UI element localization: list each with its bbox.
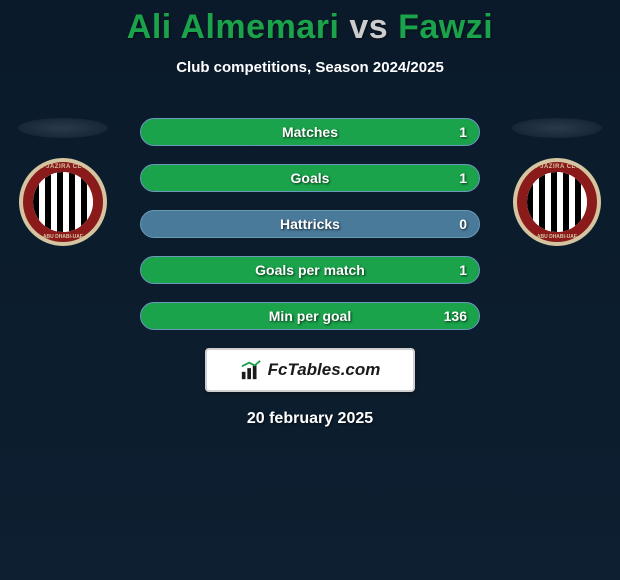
player1-name: Ali Almemari <box>127 8 340 46</box>
stat-value: 0 <box>459 216 467 232</box>
comparison-card: Ali Almemari vs Fawzi Club competitions,… <box>0 0 620 580</box>
left-player-col: AL-JAZIRA CLUB ABU DHABI-UAE <box>8 118 118 246</box>
stat-value: 1 <box>459 262 467 278</box>
right-player-col: AL-JAZIRA CLUB ABU DHABI-UAE <box>502 118 612 246</box>
player2-silhouette <box>512 118 602 138</box>
player2-club-badge: AL-JAZIRA CLUB ABU DHABI-UAE <box>513 158 601 246</box>
watermark-text: FcTables.com <box>268 360 381 380</box>
stat-label: Matches <box>282 124 338 140</box>
badge-stripes <box>527 172 587 232</box>
subtitle: Club competitions, Season 2024/2025 <box>176 59 444 76</box>
stat-label: Hattricks <box>280 216 340 232</box>
club-ring-top: AL-JAZIRA CLUB <box>529 164 586 170</box>
club-ring-bottom: ABU DHABI-UAE <box>43 234 83 240</box>
stat-value: 136 <box>444 308 467 324</box>
stat-bar: Min per goal 136 <box>140 302 480 330</box>
vs-label: vs <box>349 8 388 46</box>
club-ring-bottom: ABU DHABI-UAE <box>537 234 577 240</box>
badge-inner <box>527 172 587 232</box>
stat-bar: Matches 1 <box>140 118 480 146</box>
watermark[interactable]: FcTables.com <box>205 348 415 392</box>
player1-silhouette <box>18 118 108 138</box>
stat-label: Goals per match <box>255 262 365 278</box>
stat-bar: Goals per match 1 <box>140 256 480 284</box>
stat-value: 1 <box>459 124 467 140</box>
badge-stripes <box>33 172 93 232</box>
stat-label: Min per goal <box>269 308 351 324</box>
stat-bar: Goals 1 <box>140 164 480 192</box>
badge-inner <box>33 172 93 232</box>
club-ring-top: AL-JAZIRA CLUB <box>35 164 92 170</box>
page-title: Ali Almemari vs Fawzi <box>127 8 493 47</box>
player2-name: Fawzi <box>398 8 493 46</box>
stat-value: 1 <box>459 170 467 186</box>
player1-club-badge: AL-JAZIRA CLUB ABU DHABI-UAE <box>19 158 107 246</box>
date-label: 20 february 2025 <box>247 410 373 428</box>
stat-bar: Hattricks 0 <box>140 210 480 238</box>
bar-chart-icon <box>240 359 262 381</box>
stat-label: Goals <box>291 170 330 186</box>
content-row: AL-JAZIRA CLUB ABU DHABI-UAE Matches1Goa… <box>0 118 620 330</box>
stats-column: Matches 1 Goals 1 Hattricks 0 Goals per match 1… <box>130 118 490 330</box>
